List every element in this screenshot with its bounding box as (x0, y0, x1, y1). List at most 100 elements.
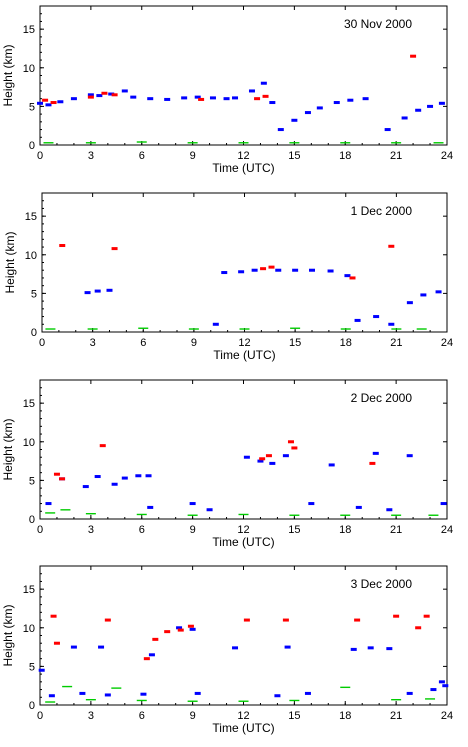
data-point-green (416, 328, 427, 330)
data-point-green (136, 141, 147, 143)
data-point-green (43, 142, 54, 144)
data-point-green (45, 701, 56, 703)
data-point-blue (84, 291, 91, 295)
x-tick-label: 18 (340, 337, 352, 349)
data-point-blue (354, 318, 361, 322)
x-tick-label: 6 (139, 150, 145, 162)
data-point-blue (372, 451, 379, 455)
data-point-red (104, 618, 111, 622)
data-point-blue (292, 268, 299, 272)
data-point-blue (430, 688, 437, 692)
data-point-blue (38, 668, 45, 672)
data-point-green (60, 509, 71, 511)
data-point-blue (140, 692, 147, 696)
data-point-red (291, 446, 298, 450)
data-point-blue (98, 645, 105, 649)
y-tick-label: 10 (23, 437, 35, 449)
data-point-green (45, 328, 56, 330)
y-tick-label: 5 (29, 475, 35, 487)
data-point-blue (274, 694, 281, 698)
data-point-blue (406, 301, 413, 305)
data-point-blue (121, 476, 128, 480)
data-point-blue (435, 290, 442, 294)
data-point-red (260, 267, 267, 271)
data-point-blue (82, 485, 89, 489)
x-tick-label: 6 (139, 710, 145, 722)
data-point-red (268, 265, 275, 269)
data-point-blue (135, 474, 142, 478)
data-point-blue (277, 128, 284, 132)
x-tick-label: 18 (339, 710, 351, 722)
data-point-green (428, 514, 439, 516)
x-tick-label: 3 (88, 710, 94, 722)
data-point-red (349, 276, 356, 280)
data-point-blue (415, 108, 422, 112)
x-tick-label: 12 (237, 150, 249, 162)
data-point-blue (164, 97, 171, 101)
data-point-red (111, 247, 118, 251)
data-point-blue (79, 691, 86, 695)
plot-frame (39, 5, 448, 146)
data-point-blue (238, 270, 245, 274)
data-point-red (50, 101, 57, 105)
data-point-green (289, 699, 300, 702)
data-point-green (62, 685, 73, 688)
panel-date-title: 30 Nov 2000 (344, 17, 412, 31)
x-tick-label: 24 (441, 524, 453, 536)
data-point-blue (438, 101, 445, 105)
data-point-blue (420, 293, 427, 297)
data-point-blue (350, 647, 357, 651)
x-tick-label: 24 (441, 150, 453, 162)
data-point-red (87, 95, 94, 99)
data-point-red (243, 618, 250, 622)
data-point-blue (355, 505, 362, 509)
data-point-red (265, 454, 272, 458)
data-point-green (188, 328, 199, 330)
data-point-green (85, 698, 96, 701)
y-tick-label: 10 (25, 250, 37, 262)
data-point-red (164, 630, 171, 634)
x-tick-label: 0 (37, 710, 43, 722)
y-tick-label: 5 (31, 288, 37, 300)
data-point-green (340, 142, 351, 144)
data-point-blue (243, 455, 250, 459)
data-point-blue (347, 98, 354, 102)
data-point-blue (206, 508, 213, 512)
y-tick-label: 5 (29, 661, 35, 673)
x-tick-label: 18 (339, 524, 351, 536)
data-point-red (354, 618, 361, 622)
x-tick-label: 15 (289, 337, 301, 349)
x-tick-label: 9 (190, 710, 196, 722)
data-point-blue (147, 505, 154, 509)
data-point-blue (232, 96, 239, 100)
data-point-red (59, 244, 66, 248)
x-tick-label: 0 (37, 524, 43, 536)
data-point-blue (328, 463, 335, 467)
data-point-blue (189, 627, 196, 631)
data-point-green (425, 698, 436, 700)
data-point-green (45, 512, 56, 514)
y-tick-label: 0 (29, 514, 35, 526)
y-axis-label: Height (km) (1, 44, 15, 106)
x-tick-label: 15 (288, 150, 300, 162)
data-point-blue (388, 322, 395, 326)
y-tick-label: 5 (29, 101, 35, 113)
data-point-green (87, 328, 98, 330)
y-tick-label: 15 (25, 211, 37, 223)
data-point-red (143, 657, 150, 661)
data-point-blue (386, 508, 393, 512)
data-point-red (393, 614, 400, 618)
x-tick-label: 3 (90, 337, 96, 349)
data-point-blue (96, 94, 103, 98)
x-tick-label: 24 (441, 337, 453, 349)
data-point-blue (148, 653, 155, 657)
data-point-green (391, 142, 402, 144)
data-point-blue (362, 97, 369, 101)
data-point-blue (45, 502, 52, 506)
plot-frame (41, 192, 448, 333)
data-point-blue (316, 106, 323, 110)
data-point-blue (212, 322, 219, 326)
data-point-red (101, 91, 108, 95)
data-point-blue (130, 95, 137, 99)
x-tick-label: 3 (88, 150, 94, 162)
